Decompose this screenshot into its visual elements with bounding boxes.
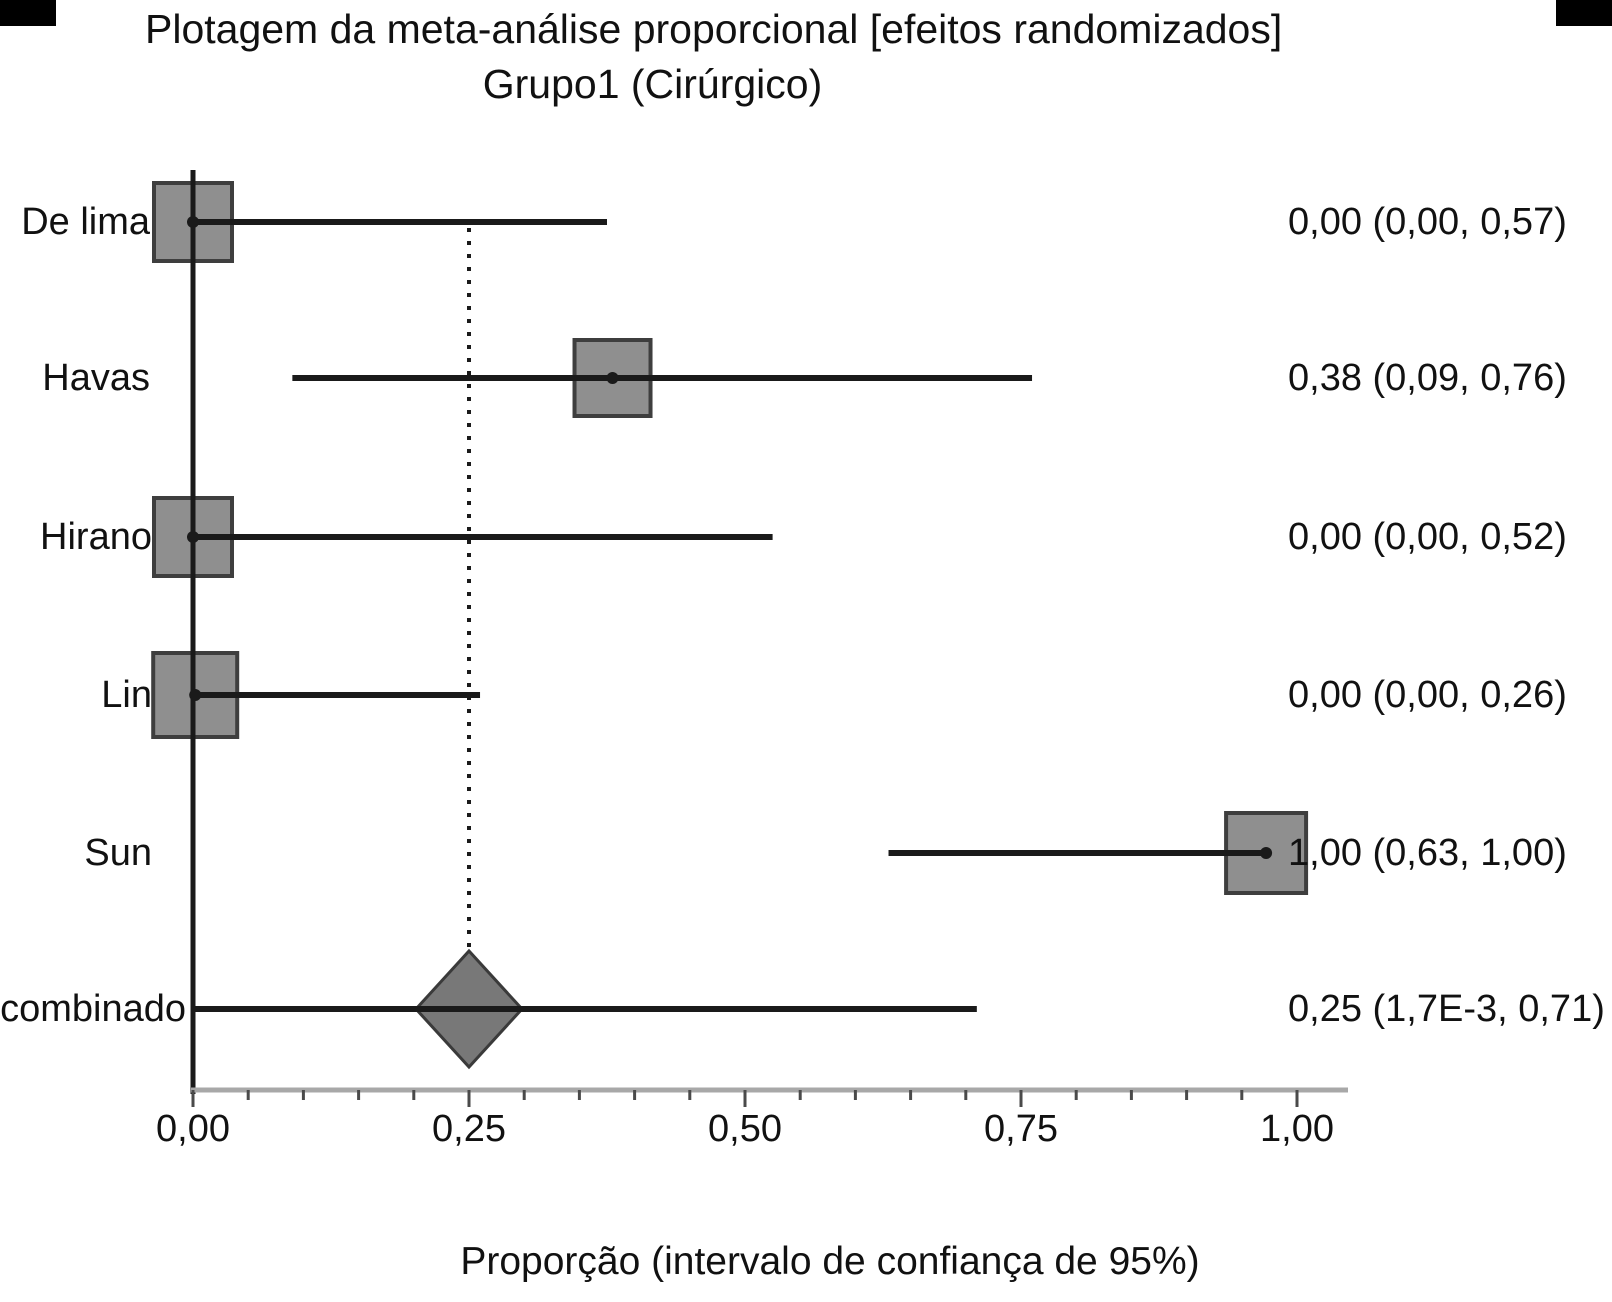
point-dot-Hirano [187,531,199,543]
study-label-lin: Lin [101,674,152,716]
ci-value-lin: 0,00 (0,00, 0,26) [1288,674,1567,716]
ci-value-havas: 0,38 (0,09, 0,76) [1288,357,1567,399]
scan-artifact-right [1556,0,1612,26]
x-axis-title: Proporção (intervalo de confiança de 95%… [460,1240,1200,1283]
study-label-combinado: combinado [0,988,186,1030]
chart-subtitle: Grupo1 (Cirúrgico) [482,61,823,107]
chart-title: Plotagem da meta-análise proporcional [e… [145,6,1283,52]
point-dot-Havas [606,372,619,384]
point-dot-De lima [187,216,199,228]
x-tick-75: 0,75 [984,1108,1058,1150]
study-label-havas: Havas [42,357,150,399]
x-tick-0: 0,00 [156,1108,230,1150]
x-tick-50: 0,50 [708,1108,782,1150]
ci-value-combinado: 0,25 (1,7E-3, 0,71) [1288,988,1605,1030]
ci-value-de-lima: 0,00 (0,00, 0,57) [1288,201,1567,243]
point-dot-Lin [189,689,202,701]
ci-value-hirano: 0,00 (0,00, 0,52) [1288,516,1567,558]
point-dot-Sun [1260,847,1273,859]
study-label-hirano: Hirano [40,516,152,558]
study-label-de-lima: De lima [21,201,150,243]
scan-artifact-left [0,0,56,26]
study-label-sun: Sun [84,832,152,874]
x-tick-25: 0,25 [432,1108,506,1150]
ci-value-sun: 1,00 (0,63, 1,00) [1288,832,1567,874]
x-tick-100: 1,00 [1260,1108,1334,1150]
